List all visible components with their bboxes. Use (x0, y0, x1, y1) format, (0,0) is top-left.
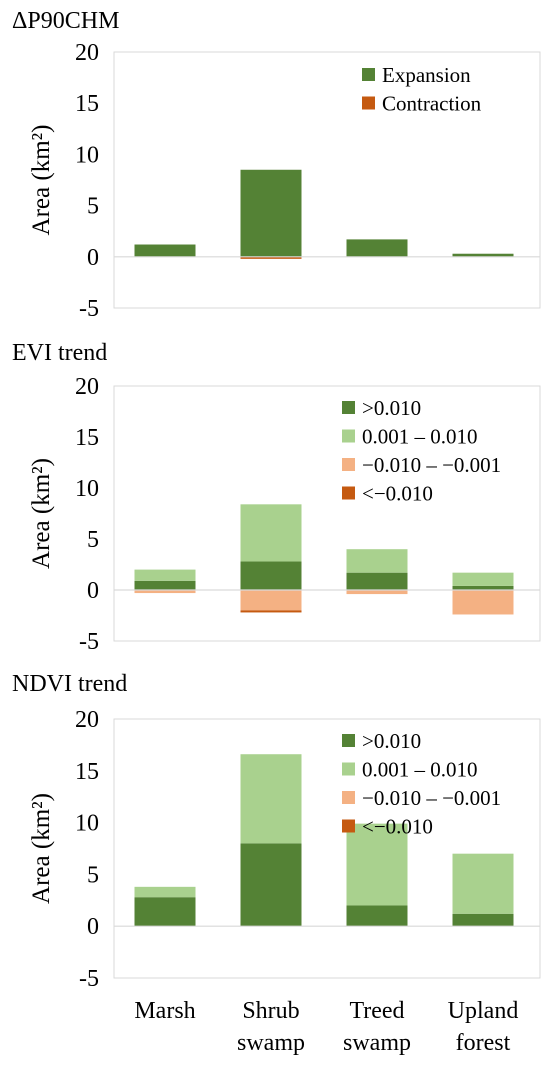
bar-segment (240, 561, 302, 590)
y-tick-label: 20 (75, 374, 99, 400)
bar-segment (452, 913, 514, 927)
y-tick-label: 5 (87, 527, 99, 553)
bar-segment (346, 905, 408, 927)
legend-swatch (342, 734, 355, 747)
y-tick-label: 0 (87, 578, 99, 604)
chart-panel-2: EVI trend 20 15 10 5 0 -5 Area (km²) >0.010 0.001… (12, 340, 541, 655)
legend-swatch (362, 68, 375, 81)
y-tick-label: 20 (75, 40, 99, 66)
legend-swatch (342, 819, 355, 833)
bar-segment (240, 504, 302, 562)
y-tick-label: 0 (87, 245, 99, 271)
legend-label: >0.010 (362, 729, 421, 753)
legend-label: 0.001 – 0.010 (362, 758, 478, 782)
bar-segment (452, 590, 514, 615)
legend-swatch (342, 429, 355, 443)
bar-segment (134, 244, 196, 257)
bar-segment (134, 897, 196, 927)
bar-segment (134, 580, 196, 590)
chart-title: ΔP90CHM (12, 8, 119, 34)
y-tick-label: 15 (75, 425, 99, 451)
bar-segment (240, 169, 302, 257)
legend-label: Expansion (382, 63, 471, 87)
x-tick-label: Upland (448, 998, 519, 1024)
bar-segment (346, 823, 408, 906)
bar-segment (346, 572, 408, 590)
bar-segment (346, 590, 408, 595)
legend-swatch (342, 486, 355, 500)
legend-label: <−0.010 (362, 482, 433, 506)
y-tick-label: 10 (75, 476, 99, 502)
bar-segment (240, 754, 302, 844)
legend-label: 0.001 – 0.010 (362, 425, 478, 449)
bar-segment (134, 569, 196, 581)
legend-label: −0.010 – −0.001 (362, 786, 501, 810)
legend-label: <−0.010 (362, 815, 433, 839)
y-tick-label: 20 (75, 707, 99, 733)
bar-segment (240, 610, 302, 613)
legend-label: Contraction (382, 92, 482, 116)
y-axis-label: Area (km²) (28, 125, 55, 236)
x-tick-label: Treed (349, 998, 404, 1024)
y-tick-label: 5 (87, 862, 99, 888)
plot-frame (113, 51, 541, 309)
bar-segment (452, 253, 514, 257)
bar-segment (240, 590, 302, 611)
plot-frame (113, 718, 541, 979)
bar-segment (134, 886, 196, 898)
bar-segment (346, 549, 408, 573)
chart-panel-3: NDVI trend 20 15 10 5 0 -5 Area (km²) >0.010 0.00… (12, 671, 541, 1056)
y-tick-label: 15 (75, 759, 99, 785)
y-tick-label: 10 (75, 811, 99, 837)
chart-title: EVI trend (12, 340, 107, 366)
bar-segment (452, 585, 514, 590)
legend-swatch (342, 401, 355, 414)
legend-label: −0.010 – −0.001 (362, 453, 501, 477)
legend: >0.010 0.001 – 0.010 −0.010 – −0.001 <−0.01… (342, 729, 501, 839)
y-tick-label: 10 (75, 142, 99, 168)
y-axis-label: Area (km²) (28, 458, 55, 569)
bar-segment (240, 256, 302, 259)
y-axis-label: Area (km²) (28, 793, 55, 904)
x-tick-label: Shrub (242, 998, 299, 1024)
plot-frame (113, 385, 541, 642)
y-tick-label: 5 (87, 194, 99, 220)
chart-panel-1: ΔP90CHM 20 15 10 5 0 -5 Area (km²) Expansion Cont… (12, 8, 541, 322)
bar-segment (452, 853, 514, 914)
x-tick-label: forest (456, 1030, 511, 1056)
bar-segment (240, 843, 302, 927)
legend-swatch (342, 791, 355, 804)
y-tick-label: -5 (79, 629, 99, 655)
legend-swatch (362, 96, 375, 110)
y-tick-label: -5 (79, 296, 99, 322)
legend-swatch (342, 458, 355, 471)
bar-segment (452, 572, 514, 586)
x-tick-label: swamp (343, 1030, 411, 1056)
bar-segment (134, 590, 196, 594)
bar-segment (346, 239, 408, 257)
y-tick-label: 15 (75, 91, 99, 117)
x-tick-label: Marsh (134, 998, 195, 1024)
x-tick-label: swamp (237, 1030, 305, 1056)
y-tick-label: 0 (87, 914, 99, 940)
legend: Expansion Contraction (362, 63, 482, 116)
legend-swatch (342, 762, 355, 776)
chart-title: NDVI trend (12, 671, 127, 697)
legend-label: >0.010 (362, 396, 421, 420)
y-tick-label: -5 (79, 966, 99, 992)
legend: >0.010 0.001 – 0.010 −0.010 – −0.001 <−0.01… (342, 396, 501, 506)
